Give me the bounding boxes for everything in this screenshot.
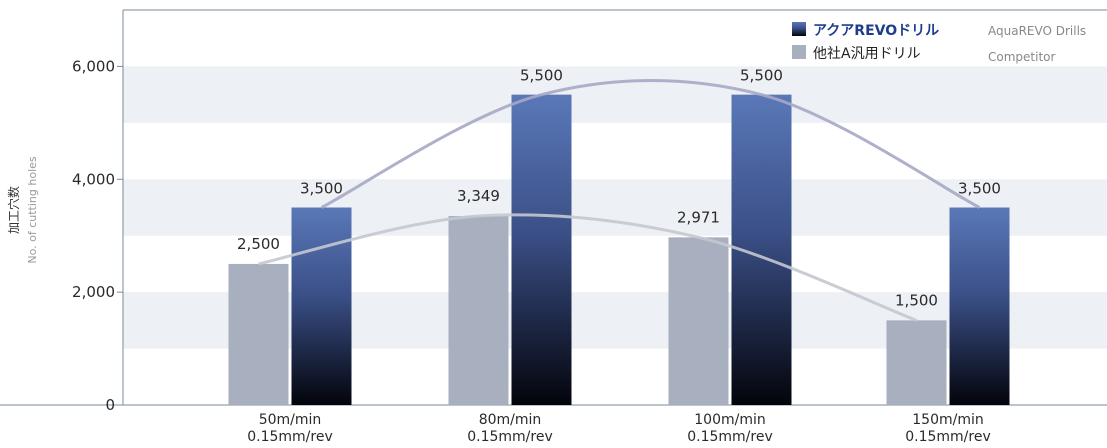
y-tick-labels: 0 2,000 4,000 6,000: [72, 57, 123, 414]
data-label-revo: 3,500: [300, 180, 343, 198]
legend-swatch-revo: [792, 22, 806, 36]
x-category-label: 150m/min 0.15mm/rev: [905, 412, 991, 445]
y-axis-title: 加工穴数 No. of cutting holes: [6, 156, 39, 264]
grid-band: [123, 66, 1107, 123]
y-tick-label: 6,000: [72, 57, 115, 75]
bars: [228, 94, 1010, 406]
x-category-label: 100m/min 0.15mm/rev: [687, 412, 773, 445]
y-tick-label: 4,000: [72, 170, 115, 188]
x-category-speed: 50m/min: [259, 412, 322, 428]
bar-revo: [511, 94, 572, 406]
x-category-speed: 100m/min: [694, 412, 765, 428]
grid-bands: [123, 66, 1107, 349]
x-category-feed: 0.15mm/rev: [247, 429, 333, 445]
x-category-feed: 0.15mm/rev: [687, 429, 773, 445]
x-category-speed: 80m/min: [479, 412, 542, 428]
bar-revo: [949, 207, 1010, 405]
data-label-revo: 3,500: [958, 180, 1001, 198]
legend-swatch-competitor: [792, 45, 806, 59]
legend-label-competitor-en: Competitor: [988, 50, 1055, 64]
data-label-competitor: 1,500: [895, 291, 938, 309]
legend-label-revo-en: AquaREVO Drills: [988, 24, 1086, 38]
trend-lines: [258, 79, 981, 322]
data-label-competitor: 2,500: [237, 235, 280, 253]
data-label-competitor: 2,971: [677, 208, 720, 226]
bar-competitor: [668, 237, 729, 405]
x-category-feed: 0.15mm/rev: [467, 429, 553, 445]
bar-revo: [291, 207, 352, 405]
data-labels: 2,500 3,500 3,349 5,500 2,971 5,500 1,500 3,500: [237, 67, 1001, 310]
data-label-revo: 5,500: [520, 67, 563, 85]
legend-label-competitor: 他社A汎用ドリル: [813, 46, 921, 62]
x-category-speed: 150m/min: [912, 412, 983, 428]
data-label-revo: 5,500: [740, 67, 783, 85]
x-category-label: 50m/min 0.15mm/rev: [247, 412, 333, 445]
y-tick-label: 2,000: [72, 283, 115, 301]
bar-competitor: [886, 320, 947, 405]
data-label-competitor: 3,349: [457, 187, 500, 205]
trend-line-competitor: [258, 213, 918, 322]
y-axis-label-en: No. of cutting holes: [26, 156, 39, 264]
trend-line-revo: [320, 79, 981, 209]
x-category-label: 80m/min 0.15mm/rev: [467, 412, 553, 445]
y-tick-label: 0: [105, 396, 115, 414]
bar-competitor: [228, 263, 289, 405]
y-axis-label-ja: 加工穴数: [6, 186, 21, 234]
bar-competitor: [448, 216, 509, 405]
grid-band: [123, 179, 1107, 236]
legend: アクアREVOドリル AquaREVO Drills 他社A汎用ドリル Comp…: [792, 22, 1086, 64]
x-category-feed: 0.15mm/rev: [905, 429, 991, 445]
legend-label-revo: アクアREVOドリル: [813, 23, 939, 39]
